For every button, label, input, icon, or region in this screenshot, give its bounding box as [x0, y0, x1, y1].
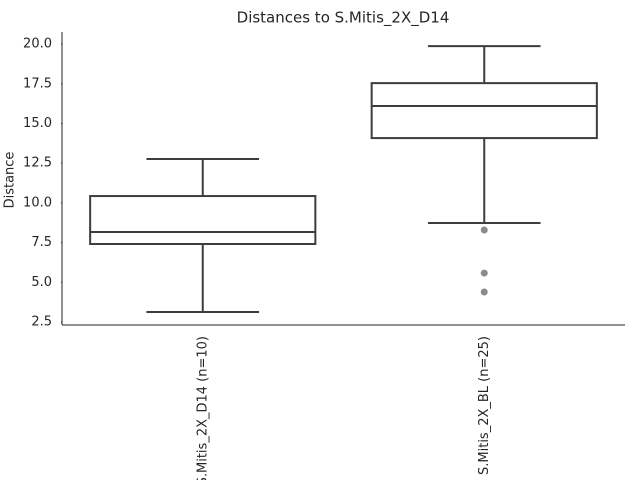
- chart-title: Distances to S.Mitis_2X_D14: [237, 9, 450, 28]
- y-axis-label: Distance: [3, 152, 18, 209]
- y-tick-label: 5.0: [31, 275, 52, 290]
- y-tick-label: 15.0: [23, 116, 52, 131]
- outlier: [480, 226, 488, 234]
- box: [89, 195, 317, 246]
- outlier: [480, 288, 488, 296]
- y-tick-label: 20.0: [23, 37, 52, 52]
- y-tick-label: 12.5: [23, 156, 52, 171]
- y-tick-label: 10.0: [23, 195, 52, 210]
- y-tick-label: 17.5: [23, 76, 52, 91]
- y-tick-label: 7.5: [31, 235, 52, 250]
- box: [370, 82, 598, 140]
- outlier: [480, 269, 488, 277]
- x-tick-label: S.Mitis_2X_BL (n=25): [477, 336, 492, 475]
- x-tick-label: S.Mitis_2X_D14 (n=10): [195, 336, 210, 480]
- y-tick-label: 2.5: [31, 314, 52, 329]
